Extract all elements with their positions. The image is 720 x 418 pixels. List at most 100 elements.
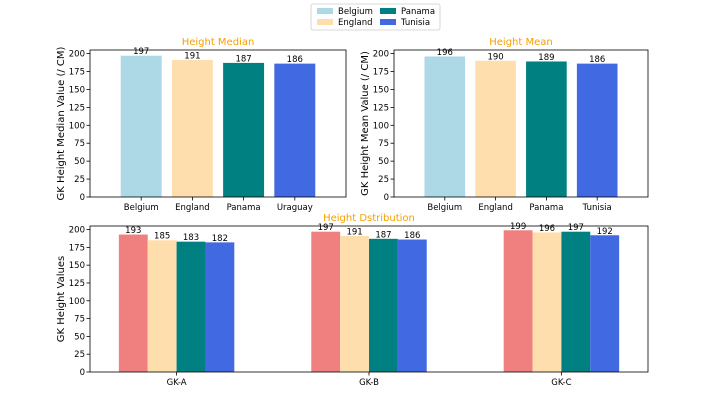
data-label-england: 191 [184, 52, 200, 62]
xtick-label-panama: Panama [227, 203, 261, 213]
data-label-gk-a-series-1: 193 [125, 226, 141, 236]
ytick-label: 125 [69, 103, 85, 113]
legend-swatch-tunisia [380, 19, 396, 25]
data-label-gk-b-series-2: 191 [346, 227, 362, 237]
legend-swatch-panama [380, 8, 396, 14]
legend-label-tunisia: Tunisia [400, 18, 430, 28]
bar-uraguay [274, 63, 316, 197]
chart-height-distribution: 0 25 50 75 100 125 150 175 200 GK Height Values He… [56, 213, 649, 388]
bar-tunisia [576, 63, 618, 197]
xtick-label-belgium: Belgium [427, 203, 462, 213]
ytick-label: 100 [69, 121, 85, 131]
legend-frame [310, 3, 441, 31]
data-label-gk-a-series-3: 183 [183, 233, 199, 243]
ytick-label: 200 [373, 50, 389, 60]
chart-title: Height Median [182, 37, 255, 48]
ytick-label: 25 [378, 175, 389, 185]
bar-panama [223, 62, 265, 197]
ytick-label: 50 [74, 157, 85, 167]
legend-swatch-england [317, 19, 333, 25]
data-label-gk-c-series-4: 192 [597, 227, 613, 237]
ytick-label: 175 [373, 68, 389, 78]
ytick-label: 175 [69, 243, 85, 253]
data-label-gk-c-series-2: 196 [539, 224, 555, 234]
xtick-label-gk-a: GK-A [167, 378, 187, 388]
data-label-panama: 187 [235, 54, 251, 64]
xtick-label-uraguay: Uraguay [277, 203, 313, 213]
ytick-label: 75 [74, 315, 85, 325]
data-label-gk-b-series-4: 186 [404, 231, 420, 241]
legend-label-england: England [338, 18, 373, 28]
bar-gk-b-series-3 [369, 238, 398, 372]
plot-frame [89, 225, 649, 373]
data-label-belgium: 197 [133, 47, 149, 57]
bar-gk-b-series-1 [311, 231, 341, 372]
data-label-gk-b-series-1: 197 [318, 223, 334, 233]
plot-frame [393, 49, 649, 198]
y-axis-label: GK Height Median Value (/ CM) [56, 46, 67, 200]
y-axis-label: GK Height Mean Value (/ CM) [360, 51, 371, 196]
bar-belgium [120, 55, 162, 197]
plot-frame [89, 49, 347, 198]
legend-label-belgium: Belgium [338, 7, 373, 17]
ytick-label: 0 [80, 193, 85, 203]
ytick-label: 125 [373, 103, 389, 113]
y-axis-label: GK Height Values [56, 256, 67, 342]
bar-gk-c-series-1 [503, 230, 533, 372]
ytick-label: 75 [74, 139, 85, 149]
data-label-belgium: 196 [437, 48, 453, 58]
data-label-gk-c-series-1: 199 [510, 222, 526, 232]
ytick-label: 150 [373, 85, 389, 95]
xtick-label-belgium: Belgium [124, 203, 159, 213]
legend-swatch-belgium [317, 8, 333, 14]
ytick-label: 175 [69, 68, 85, 78]
ytick-label: 100 [373, 121, 389, 131]
ytick-label: 75 [378, 139, 389, 149]
ytick-label: 200 [69, 50, 85, 60]
bar-gk-a-series-2 [147, 240, 177, 372]
bar-england [171, 60, 213, 197]
xtick-label-gk-c: GK-C [551, 378, 571, 388]
ytick-label: 50 [378, 157, 389, 167]
data-label-tunisia: 186 [589, 55, 605, 65]
chart-title: Height Dstribution [323, 213, 415, 224]
bar-gk-a-series-3 [176, 241, 206, 372]
bar-gk-b-series-2 [340, 235, 369, 372]
ytick-label: 100 [69, 297, 85, 307]
ytick-label: 150 [69, 261, 85, 271]
data-label-england: 190 [487, 52, 503, 62]
ytick-label: 150 [69, 85, 85, 95]
ytick-label: 0 [384, 193, 389, 203]
legend-label-panama: Panama [401, 7, 435, 17]
data-label-gk-c-series-3: 197 [568, 223, 584, 233]
bar-panama [526, 61, 567, 197]
bar-gk-c-series-2 [532, 232, 562, 372]
ytick-label: 50 [74, 332, 85, 342]
bar-gk-c-series-4 [590, 235, 620, 372]
ytick-label: 0 [80, 368, 85, 378]
ytick-label: 25 [74, 350, 85, 360]
xtick-label-england: England [175, 203, 210, 213]
bar-gk-c-series-3 [561, 231, 591, 372]
xtick-label-gk-b: GK-B [359, 378, 379, 388]
data-label-gk-b-series-3: 187 [375, 230, 391, 240]
ytick-label: 25 [74, 175, 85, 185]
bar-gk-b-series-4 [397, 239, 427, 372]
data-label-uraguay: 186 [287, 55, 303, 65]
xtick-label-panama: Panama [529, 203, 563, 213]
data-label-panama: 189 [538, 53, 554, 63]
bar-gk-a-series-1 [118, 234, 148, 372]
bar-belgium [424, 56, 466, 197]
data-label-gk-a-series-4: 182 [212, 234, 228, 244]
xtick-label-tunisia: Tunisia [582, 203, 612, 213]
data-label-gk-a-series-2: 185 [154, 232, 170, 242]
xtick-label-england: England [478, 203, 513, 213]
ytick-label: 125 [69, 279, 85, 289]
bar-gk-a-series-4 [205, 242, 235, 372]
ytick-label: 200 [69, 226, 85, 236]
chart-title: Height Mean [489, 37, 552, 48]
